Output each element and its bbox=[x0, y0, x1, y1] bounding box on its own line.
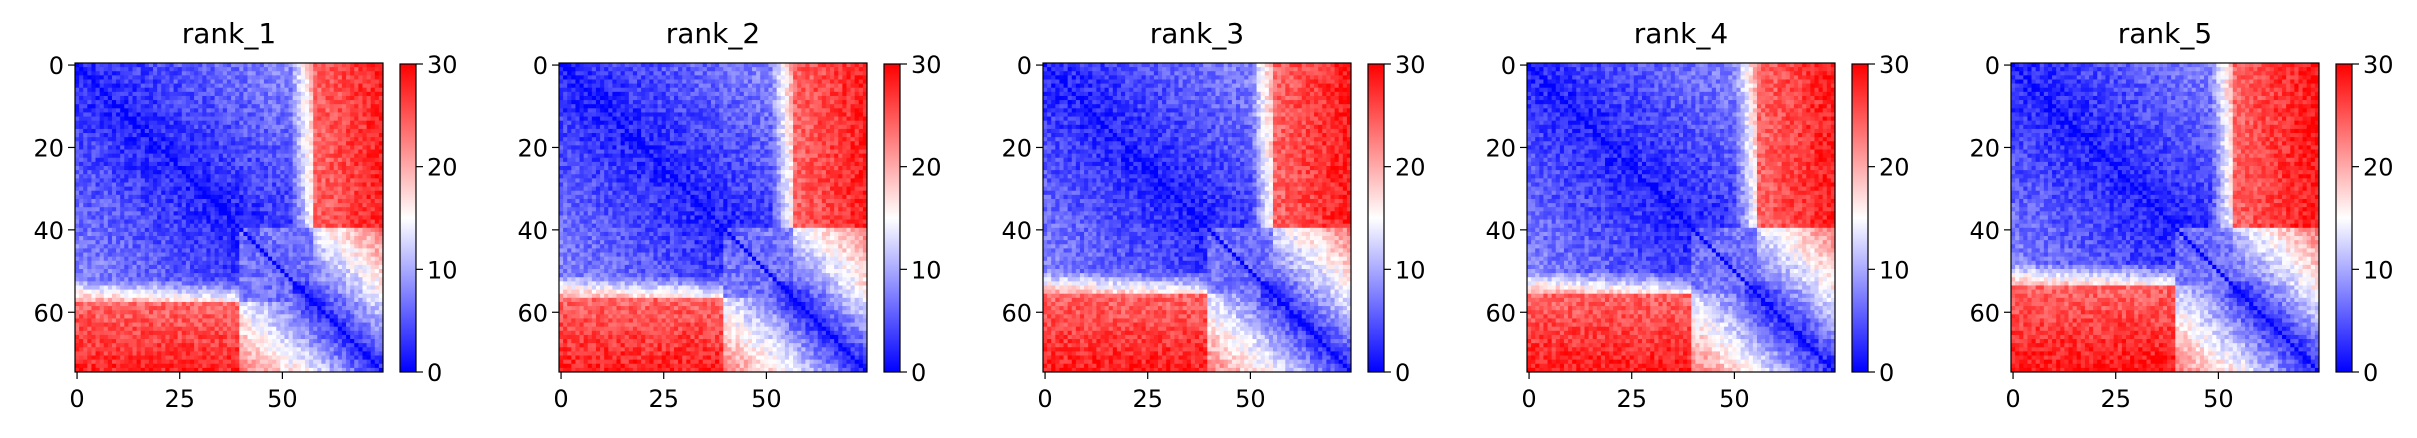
y-tick-label: 60 bbox=[1969, 299, 2000, 327]
x-tick-label: 25 bbox=[164, 385, 195, 413]
x-tick-label: 0 bbox=[2005, 385, 2020, 413]
colorbar-tick-label: 30 bbox=[911, 51, 942, 79]
y-tick-label: 40 bbox=[1001, 217, 1032, 245]
y-tick-label: 0 bbox=[1501, 52, 1516, 80]
colorbar bbox=[884, 64, 900, 372]
panel-rank_3: rank_3 0 25 50 0 20 40 60 0 10 20 30 bbox=[1001, 17, 1425, 413]
heatmap-cells bbox=[1043, 63, 1352, 373]
colorbar-frame bbox=[883, 63, 901, 373]
colorbar bbox=[2336, 64, 2352, 372]
heatmap-cells bbox=[2011, 63, 2320, 373]
x-tick-label: 50 bbox=[751, 385, 782, 413]
axes-frame bbox=[1526, 62, 1836, 373]
panel-rank_1: rank_1 0 25 50 0 20 40 60 0 10 20 30 bbox=[33, 17, 457, 413]
y-tick-label: 0 bbox=[533, 52, 548, 80]
x-tick-label: 25 bbox=[1616, 385, 1647, 413]
colorbar bbox=[1852, 64, 1868, 372]
colorbar bbox=[400, 64, 416, 372]
x-tick-label: 50 bbox=[2203, 385, 2234, 413]
colorbar-frame bbox=[1851, 63, 1869, 373]
colorbar-tick-label: 0 bbox=[1879, 359, 1894, 387]
colorbar bbox=[1368, 64, 1384, 372]
x-tick-label: 50 bbox=[267, 385, 298, 413]
colorbar-tick-label: 10 bbox=[2363, 256, 2394, 284]
y-tick-label: 20 bbox=[517, 134, 548, 162]
y-tick-label: 0 bbox=[1017, 52, 1032, 80]
heatmap-cells bbox=[75, 63, 384, 373]
heatmap-cells bbox=[559, 63, 868, 373]
colorbar-tick-label: 0 bbox=[1395, 359, 1410, 387]
colorbar-tick-label: 20 bbox=[1879, 154, 1910, 182]
colorbar-tick-label: 0 bbox=[2363, 359, 2378, 387]
colorbar-tick-label: 30 bbox=[2363, 51, 2394, 79]
y-tick-label: 60 bbox=[1001, 299, 1032, 327]
colorbar-frame bbox=[399, 63, 417, 373]
y-tick-label: 20 bbox=[1969, 134, 2000, 162]
x-tick-label: 50 bbox=[1719, 385, 1750, 413]
x-tick-label: 0 bbox=[1521, 385, 1536, 413]
x-tick-label: 25 bbox=[648, 385, 679, 413]
colorbar-frame bbox=[2335, 63, 2353, 373]
chart-title: rank_1 bbox=[182, 17, 276, 50]
x-tick-label: 0 bbox=[553, 385, 568, 413]
colorbar-tick-label: 10 bbox=[911, 256, 942, 284]
y-tick-label: 60 bbox=[1485, 299, 1516, 327]
colorbar-tick-label: 30 bbox=[1879, 51, 1910, 79]
axes-frame bbox=[74, 62, 384, 373]
y-tick-label: 20 bbox=[33, 134, 64, 162]
y-tick-label: 40 bbox=[1485, 217, 1516, 245]
x-tick-label: 25 bbox=[1132, 385, 1163, 413]
y-tick-label: 0 bbox=[1985, 52, 2000, 80]
y-tick-label: 40 bbox=[517, 217, 548, 245]
y-tick-label: 0 bbox=[49, 52, 64, 80]
chart-title: rank_4 bbox=[1634, 17, 1728, 50]
colorbar-tick-label: 30 bbox=[427, 51, 458, 79]
y-tick-label: 60 bbox=[517, 299, 548, 327]
colorbar-tick-label: 10 bbox=[427, 256, 458, 284]
colorbar-tick-label: 20 bbox=[2363, 154, 2394, 182]
y-tick-label: 60 bbox=[33, 299, 64, 327]
chart-title: rank_5 bbox=[2118, 17, 2212, 50]
panel-rank_4: rank_4 0 25 50 0 20 40 60 0 10 20 30 bbox=[1485, 17, 1909, 413]
chart-title: rank_2 bbox=[666, 17, 760, 50]
y-tick-label: 20 bbox=[1485, 134, 1516, 162]
colorbar-tick-label: 0 bbox=[427, 359, 442, 387]
axes-frame bbox=[558, 62, 868, 373]
chart-title: rank_3 bbox=[1150, 17, 1244, 50]
panel-rank_2: rank_2 0 25 50 0 20 40 60 0 10 20 30 bbox=[517, 17, 941, 413]
y-tick-label: 40 bbox=[1969, 217, 2000, 245]
axes-frame bbox=[2010, 62, 2320, 373]
colorbar-tick-label: 20 bbox=[1395, 154, 1426, 182]
colorbar-tick-label: 0 bbox=[911, 359, 926, 387]
heatmap-cells bbox=[1527, 63, 1836, 373]
x-tick-label: 0 bbox=[69, 385, 84, 413]
axes-frame bbox=[1042, 62, 1352, 373]
x-tick-label: 50 bbox=[1235, 385, 1266, 413]
colorbar-tick-label: 10 bbox=[1879, 256, 1910, 284]
colorbar-tick-label: 30 bbox=[1395, 51, 1426, 79]
x-tick-label: 25 bbox=[2100, 385, 2131, 413]
colorbar-tick-label: 20 bbox=[427, 154, 458, 182]
y-tick-label: 20 bbox=[1001, 134, 1032, 162]
colorbar-frame bbox=[1367, 63, 1385, 373]
colorbar-tick-label: 20 bbox=[911, 154, 942, 182]
panel-rank_5: rank_5 0 25 50 0 20 40 60 0 10 20 30 bbox=[1969, 17, 2393, 413]
y-tick-label: 40 bbox=[33, 217, 64, 245]
x-tick-label: 0 bbox=[1037, 385, 1052, 413]
colorbar-tick-label: 10 bbox=[1395, 256, 1426, 284]
